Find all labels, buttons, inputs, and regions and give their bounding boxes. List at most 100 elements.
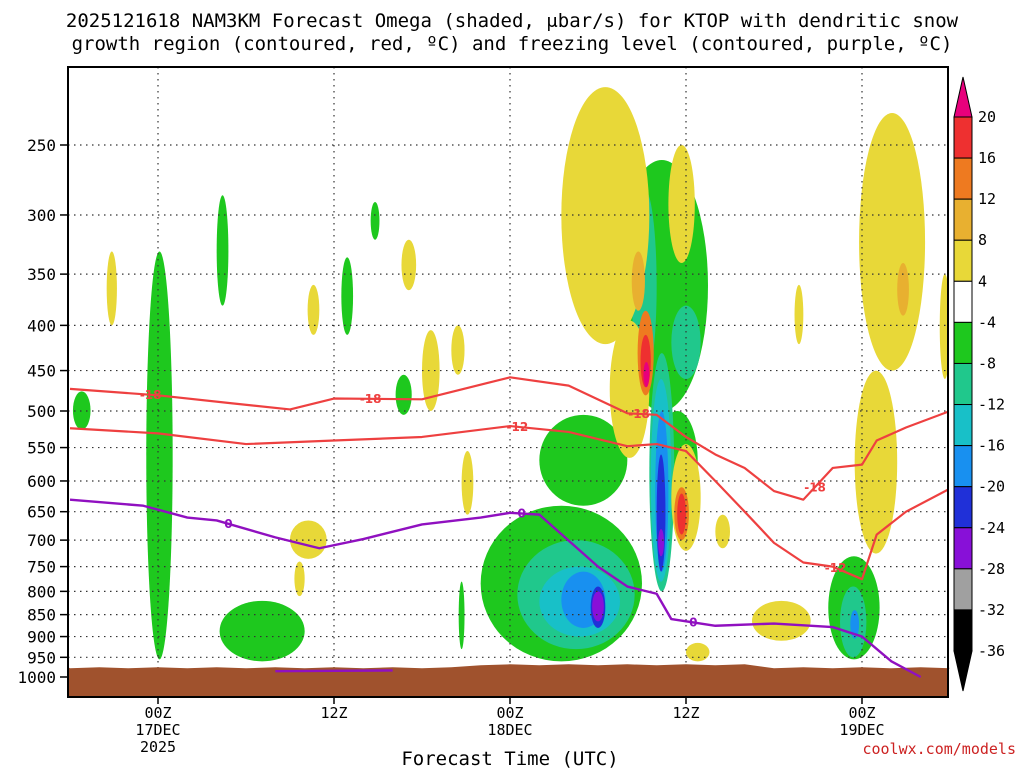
omega-region-blue-23 bbox=[850, 610, 860, 639]
y-tick-label-300: 300 bbox=[27, 206, 56, 225]
x-tick-label-42-1: 12Z bbox=[672, 704, 699, 722]
omega-region-green-3 bbox=[219, 600, 305, 662]
y-tick-label-600: 600 bbox=[27, 472, 56, 491]
omega-region-seafoam-16 bbox=[671, 305, 701, 380]
x-axis-label: Forecast Time (UTC) bbox=[401, 748, 618, 768]
omega-region-green-2 bbox=[216, 195, 229, 306]
omega-region-gold-48 bbox=[897, 262, 909, 316]
colorbar-segment-9 bbox=[953, 486, 973, 529]
credit-text: coolwx.com/models bbox=[862, 740, 1016, 758]
omega-region-gold-47 bbox=[631, 251, 645, 311]
contour-label-minus12-lower-1: -12 bbox=[506, 420, 528, 434]
freezing-level-line bbox=[69, 498, 922, 679]
colorbar-segment-12 bbox=[953, 609, 973, 652]
omega-region-yellow-28 bbox=[106, 251, 117, 326]
omega-region-green-5 bbox=[341, 257, 354, 335]
omega-region-green-6 bbox=[395, 374, 412, 415]
omega-region-yellow-46 bbox=[939, 274, 948, 379]
y-tick-label-900: 900 bbox=[27, 628, 56, 647]
colorbar-label--12: -12 bbox=[978, 396, 1005, 414]
colorbar-label--24: -24 bbox=[978, 519, 1005, 537]
terrain-surface bbox=[68, 664, 950, 697]
y-tick-label-400: 400 bbox=[27, 316, 56, 335]
omega-region-green-0 bbox=[146, 251, 173, 660]
omega-region-yellow-40 bbox=[686, 642, 710, 662]
colorbar-label-4: 4 bbox=[978, 272, 987, 290]
y-tick-label-850: 850 bbox=[27, 606, 56, 625]
colorbar-segment-6 bbox=[953, 362, 973, 406]
colorbar-label--20: -20 bbox=[978, 478, 1005, 496]
colorbar-label--28: -28 bbox=[978, 560, 1005, 578]
freezing-level-surface-line bbox=[275, 669, 393, 673]
colorbar-label--32: -32 bbox=[978, 601, 1005, 619]
y-tick-label-1000: 1000 bbox=[17, 668, 56, 687]
colorbar: 20 16 12 8 4 -4 -8 -12 -16 -20 -24 -28 -32 -36 bbox=[953, 76, 1005, 692]
contour-label-minus18-upper-4: -18 bbox=[804, 480, 826, 494]
colorbar-top-arrow bbox=[953, 76, 973, 118]
y-tick-label-250: 250 bbox=[27, 136, 56, 155]
colorbar-label-20: 20 bbox=[978, 108, 996, 126]
omega-region-yellow-30 bbox=[294, 561, 305, 597]
x-tick-label-18-1: 12Z bbox=[320, 704, 347, 722]
y-tick-label-350: 350 bbox=[27, 265, 56, 284]
y-tick-label-700: 700 bbox=[27, 531, 56, 550]
colorbar-label-16: 16 bbox=[978, 149, 996, 167]
colorbar-segment-8 bbox=[953, 445, 973, 488]
colorbar-label--36: -36 bbox=[978, 642, 1005, 660]
omega-region-green-7 bbox=[458, 581, 465, 650]
omega-region-yellow-38 bbox=[668, 145, 695, 263]
omega-region-yellow-33 bbox=[422, 330, 440, 411]
omega-region-yellow-41 bbox=[715, 514, 731, 549]
chart-title-line1: 2025121618 NAM3KM Forecast Omega (shaded… bbox=[66, 10, 959, 32]
omega-region-yellow-32 bbox=[401, 239, 417, 291]
colorbar-segment-10 bbox=[953, 527, 973, 570]
colorbar-bottom-arrow bbox=[953, 650, 973, 692]
freezing-level-label-3: 0 bbox=[689, 615, 697, 629]
y-tick-label-550: 550 bbox=[27, 439, 56, 458]
freezing-level-label-1: 0 bbox=[224, 517, 232, 531]
x-tick-label-6-2: 17DEC bbox=[135, 721, 180, 739]
colorbar-label--8: -8 bbox=[978, 354, 996, 372]
contour-layer: -18 -18 -18 -18 -12 -12 0 0 0 bbox=[69, 376, 948, 679]
colorbar-segment-2 bbox=[953, 198, 973, 241]
omega-region-yellow-35 bbox=[461, 451, 474, 515]
x-tick-label-6-3: 2025 bbox=[140, 738, 176, 756]
plot-frame bbox=[67, 66, 949, 698]
omega-region-yellow-45 bbox=[854, 370, 898, 554]
omega-region-purple-27 bbox=[658, 528, 664, 557]
terrain-layer bbox=[68, 664, 950, 697]
omega-region-yellow-44 bbox=[859, 113, 926, 371]
omega-region-green-4 bbox=[370, 201, 380, 240]
y-tick-label-750: 750 bbox=[27, 558, 56, 577]
y-tick-label-800: 800 bbox=[27, 582, 56, 601]
y-tick-label-500: 500 bbox=[27, 402, 56, 421]
y-tick-label-950: 950 bbox=[27, 648, 56, 667]
colorbar-segment-0 bbox=[953, 116, 973, 159]
omega-region-green-9 bbox=[539, 414, 628, 506]
contour-label-minus12-lower-2: -12 bbox=[825, 561, 847, 575]
colorbar-segment-5 bbox=[953, 321, 973, 364]
x-tick-label-6-1: 00Z bbox=[144, 704, 171, 722]
colorbar-segment-3 bbox=[953, 239, 973, 282]
colorbar-segment-1 bbox=[953, 157, 973, 200]
omega-region-yellow-36 bbox=[561, 87, 650, 345]
chart-title-line2: growth region (contoured, red, ºC) and f… bbox=[72, 33, 953, 55]
omega-region-yellow-42 bbox=[752, 600, 811, 641]
contour-minus12-lower bbox=[69, 424, 948, 581]
colorbar-segment-4 bbox=[953, 280, 973, 323]
y-tick-label-650: 650 bbox=[27, 503, 56, 522]
contour-label-minus18-upper-3: -18 bbox=[628, 407, 650, 421]
contour-minus18-upper bbox=[69, 376, 948, 501]
contour-label-minus18-upper-2: -18 bbox=[360, 392, 382, 406]
omega-region-red-52 bbox=[677, 493, 686, 535]
y-tick-label-450: 450 bbox=[27, 362, 56, 381]
freezing-level-label-2: 0 bbox=[518, 507, 526, 521]
colorbar-label--4: -4 bbox=[978, 313, 996, 331]
x-tick-label-54-1: 00Z bbox=[848, 704, 875, 722]
y-axis: 250 300 350 400 450 500 550 600 650 700 750 800 850 9… bbox=[17, 136, 68, 687]
colorbar-label-12: 12 bbox=[978, 190, 996, 208]
omega-shading-layer bbox=[72, 87, 948, 662]
x-tick-label-30-1: 00Z bbox=[496, 704, 523, 722]
